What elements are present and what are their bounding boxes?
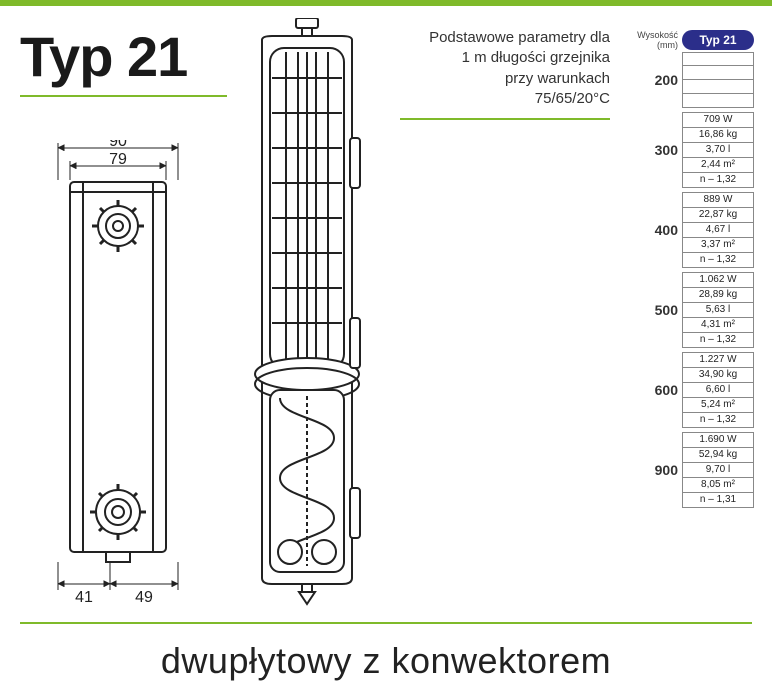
spec-row: 3,70 l (682, 143, 754, 158)
parameters-underline (400, 118, 610, 120)
spec-row: 6,60 l (682, 383, 754, 398)
spec-row: 8,05 m² (682, 478, 754, 493)
spec-height-label: 500 (614, 302, 678, 318)
dim-bottom-right: 49 (135, 589, 153, 606)
spec-row (682, 66, 754, 80)
subtitle: dwupłytowy z konwektorem (0, 640, 772, 682)
spec-row (682, 94, 754, 108)
param-line-2: 1 m długości grzejnika (400, 48, 610, 68)
spec-height-label: 300 (614, 142, 678, 158)
spec-group: 6001.227 W34,90 kg6,60 l5,24 m²n – 1,32 (618, 352, 758, 428)
spec-row: 4,31 m² (682, 318, 754, 333)
dim-bottom-left: 41 (75, 589, 93, 606)
spec-height-label: 400 (614, 222, 678, 238)
spec-group: 300709 W16,86 kg3,70 l2,44 m²n – 1,32 (618, 112, 758, 188)
spec-row: 5,63 l (682, 303, 754, 318)
spec-group: 9001.690 W52,94 kg9,70 l8,05 m²n – 1,31 (618, 432, 758, 508)
spec-row: 52,94 kg (682, 448, 754, 463)
spec-column-label: Wysokość (mm) (618, 30, 682, 50)
spec-rows: 1.062 W28,89 kg5,63 l4,31 m²n – 1,32 (682, 272, 754, 348)
top-accent-bar (0, 0, 772, 6)
bottom-rule (20, 622, 752, 624)
spec-row: n – 1,32 (682, 253, 754, 268)
spec-height-label: 600 (614, 382, 678, 398)
spec-row: 16,86 kg (682, 128, 754, 143)
spec-row: n – 1,31 (682, 493, 754, 508)
spec-rows: 1.690 W52,94 kg9,70 l8,05 m²n – 1,31 (682, 432, 754, 508)
spec-row: n – 1,32 (682, 173, 754, 188)
spec-row: 28,89 kg (682, 288, 754, 303)
spec-group: 200 (618, 52, 758, 108)
spec-height-label: 200 (614, 72, 678, 88)
param-line-3: przy warunkach (400, 69, 610, 89)
spec-row: 1.690 W (682, 432, 754, 448)
technical-drawing-side: 90 79 (48, 140, 193, 610)
dim-width-inner: 79 (109, 151, 127, 168)
technical-drawing-cross-section (232, 18, 382, 608)
spec-table-header: Wysokość (mm) Typ 21 (618, 30, 758, 50)
spec-rows (682, 52, 754, 108)
param-line-4: 75/65/20°C (400, 89, 610, 109)
spec-row (682, 52, 754, 66)
spec-group: 400889 W22,87 kg4,67 l3,37 m²n – 1,32 (618, 192, 758, 268)
spec-row: 22,87 kg (682, 208, 754, 223)
param-line-1: Podstawowe parametry dla (400, 28, 610, 48)
spec-row: 3,37 m² (682, 238, 754, 253)
spec-row: 1.227 W (682, 352, 754, 368)
spec-row: 34,90 kg (682, 368, 754, 383)
spec-row: 709 W (682, 112, 754, 128)
spec-row: 1.062 W (682, 272, 754, 288)
spec-rows: 889 W22,87 kg4,67 l3,37 m²n – 1,32 (682, 192, 754, 268)
spec-row (682, 80, 754, 94)
spec-group: 5001.062 W28,89 kg5,63 l4,31 m²n – 1,32 (618, 272, 758, 348)
spec-rows: 1.227 W34,90 kg6,60 l5,24 m²n – 1,32 (682, 352, 754, 428)
spec-rows: 709 W16,86 kg3,70 l2,44 m²n – 1,32 (682, 112, 754, 188)
dim-width-outer: 90 (109, 140, 127, 150)
spec-row: n – 1,32 (682, 333, 754, 348)
spec-table: Wysokość (mm) Typ 21 200300709 W16,86 kg… (618, 30, 758, 512)
spec-row: 4,67 l (682, 223, 754, 238)
spec-row: n – 1,32 (682, 413, 754, 428)
spec-row: 889 W (682, 192, 754, 208)
spec-height-label: 900 (614, 462, 678, 478)
spec-row: 2,44 m² (682, 158, 754, 173)
parameters-text: Podstawowe parametry dla 1 m długości gr… (400, 28, 610, 109)
title-block: Typ 21 (20, 24, 227, 97)
spec-row: 9,70 l (682, 463, 754, 478)
spec-type-badge: Typ 21 (682, 30, 754, 50)
page-title: Typ 21 (20, 24, 187, 89)
spec-row: 5,24 m² (682, 398, 754, 413)
